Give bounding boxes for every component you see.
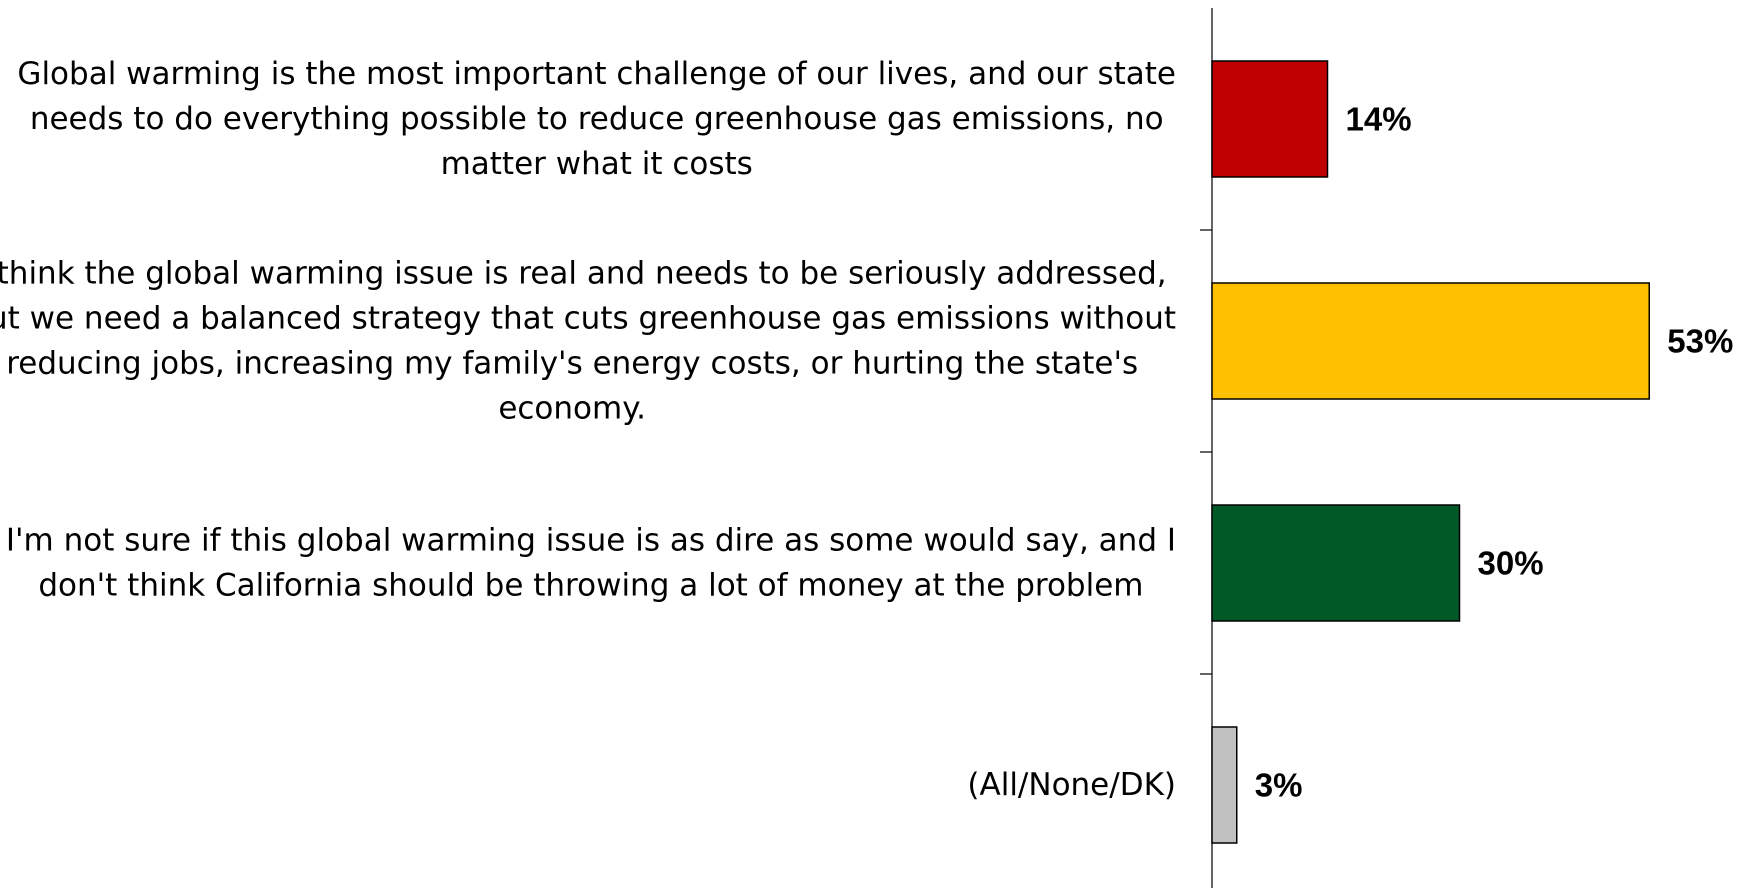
category-label: Global warming is the most important cha… (17, 56, 1176, 182)
data-label: 14% (1346, 101, 1412, 138)
category-label-line: I'm not sure if this global warming issu… (6, 523, 1176, 559)
category-label-line: needs to do everything possible to reduc… (30, 101, 1164, 137)
category-label-line: economy. (498, 391, 646, 427)
category-label-line: matter what it costs (441, 146, 753, 182)
category-label: I think the global warming issue is real… (0, 256, 1176, 427)
data-label: 53% (1667, 323, 1733, 360)
data-label: 30% (1478, 545, 1544, 582)
bar (1211, 726, 1238, 844)
category-label: (All/None/DK) (967, 767, 1176, 803)
category-label: I'm not sure if this global warming issu… (6, 523, 1176, 604)
bar (1211, 504, 1461, 622)
bar (1211, 60, 1329, 178)
category-label-line: but we need a balanced strategy that cut… (0, 301, 1176, 337)
category-label-line: don't think California should be throwin… (38, 568, 1143, 604)
category-label-line: (All/None/DK) (967, 767, 1176, 803)
category-label-line: I think the global warming issue is real… (0, 256, 1167, 292)
data-label: 3% (1255, 767, 1303, 804)
bar (1211, 282, 1650, 400)
category-label-line: reducing jobs, increasing my family's en… (6, 346, 1138, 382)
category-label-line: Global warming is the most important cha… (17, 56, 1176, 92)
